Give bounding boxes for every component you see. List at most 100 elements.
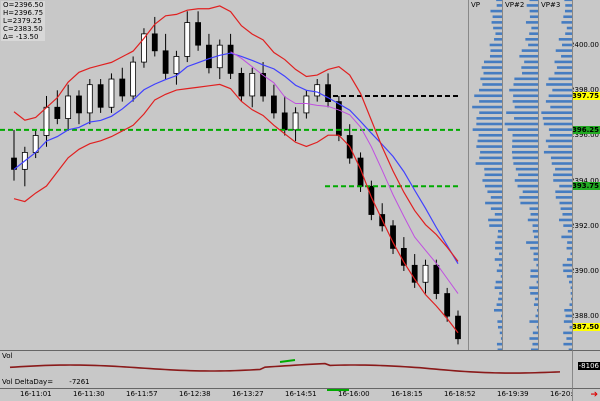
vp3-bar [548, 77, 572, 81]
vp3-header: VP#3 [541, 1, 561, 9]
candlestick-chart[interactable] [0, 0, 468, 350]
delta-highlight [279, 359, 296, 363]
vp-bar [485, 201, 502, 205]
candle-body [184, 22, 191, 57]
vp2-bar [514, 77, 538, 81]
volume-delta-indicator[interactable]: Vol Vol DeltaDay= -7261 [0, 350, 572, 389]
vp-bar [484, 167, 502, 171]
vp2-bar [521, 49, 538, 52]
vp2-bar [515, 167, 538, 171]
time-axis[interactable]: 16-11:01 16-11:30 16-11:57 16-12:38 16-13:27… [0, 388, 572, 401]
vp3-bar [543, 150, 572, 154]
candle-body [162, 50, 169, 74]
vp3-bar [561, 54, 572, 58]
vp2-bar [519, 54, 538, 58]
vp-bar [501, 314, 502, 318]
vp2-bar [520, 201, 538, 205]
vp2-bar [529, 15, 538, 19]
volume-profile-2-column[interactable]: VP#2 [502, 0, 539, 350]
vp2-bar [535, 314, 538, 318]
vp2-bar [536, 263, 538, 267]
vp-bar [479, 88, 502, 92]
vp-bar [494, 286, 502, 290]
vp2-bar [532, 342, 538, 346]
vp2-bar [530, 348, 538, 350]
vp3-bar [563, 224, 572, 227]
vp3-bar [556, 66, 572, 69]
vp2-bar [533, 258, 538, 261]
indicator-value: -7261 [69, 378, 90, 386]
time-tick-label: 16-11:01 [20, 390, 52, 398]
vp-bar [484, 173, 502, 177]
vp3-bar [566, 26, 572, 30]
ohlc-open: O=2396.50 [3, 1, 44, 9]
vp3-bar [552, 88, 572, 92]
candle-body [422, 264, 429, 283]
vp3-bar [564, 9, 572, 13]
vp3-bar [563, 269, 572, 273]
vp3-bar [541, 111, 572, 115]
vp3-bar [558, 38, 572, 41]
vp3-bar [564, 308, 572, 312]
volume-profile-3-column[interactable]: VP#3 [538, 0, 573, 350]
candle-body [271, 95, 277, 114]
candle-body [43, 106, 50, 136]
vp3-bar [555, 196, 572, 199]
ohlc-delta: Δ= -13.50 [3, 33, 39, 41]
vp3-bar [561, 235, 572, 239]
vp-bar [479, 156, 502, 160]
vp2-bar [514, 179, 538, 182]
price-tick-label: 2392.00 [572, 221, 599, 230]
vp-bar [481, 66, 502, 69]
candle-body [173, 56, 180, 74]
price-tick-label: 2400.00 [572, 41, 599, 50]
ma-purple-line [230, 51, 459, 294]
candle-body [227, 44, 234, 74]
vp-bar [494, 213, 502, 216]
vp3-bar [562, 43, 572, 47]
delta-line-chart [9, 359, 561, 374]
vp3-bar [568, 348, 572, 350]
volume-profile-column[interactable]: VP [468, 0, 503, 350]
vp2-bar [518, 173, 538, 177]
candle-body [325, 84, 331, 103]
vp3-bar [569, 280, 572, 284]
time-tick-label: 16-18:52 [444, 390, 476, 398]
vp-bar [487, 190, 502, 194]
vp3-bar [555, 167, 572, 171]
vp-bar [482, 179, 502, 182]
scroll-corner[interactable]: ➔ [572, 388, 600, 401]
vp2-bar [529, 9, 538, 13]
vp3-bar [559, 218, 572, 222]
vp-bar [479, 100, 502, 103]
vp-bar [492, 15, 502, 19]
vp2-bar [534, 235, 538, 239]
indicator-title: Vol [2, 352, 13, 360]
candle-body [151, 33, 158, 52]
vp3-bar [553, 179, 572, 182]
candle-body [444, 293, 451, 317]
vp3-bar [564, 0, 572, 2]
vp2-bar [530, 246, 538, 250]
vp3-bar [554, 60, 572, 64]
vp-bar [490, 207, 502, 210]
vp-bar [499, 292, 502, 295]
vp-bar [490, 49, 502, 52]
candle-body [108, 78, 115, 108]
vp3-bar [570, 252, 572, 256]
vp-bar [472, 105, 502, 109]
price-axis[interactable]: 2400.00 2398.00 2396.00 2394.00 2392.00 2390.… [572, 0, 600, 350]
vp3-bar [550, 105, 572, 109]
price-chart[interactable]: O=2396.50 H=2396.75 L=2379.25 C=2383.50 … [0, 0, 468, 350]
ohlc-high: H=2396.75 [3, 9, 44, 17]
vp3-bar [554, 71, 572, 75]
ohlc-close: C=2383.50 [3, 25, 43, 33]
vp3-bar [570, 292, 572, 295]
vp3-bar [545, 139, 572, 143]
vp2-bar [529, 0, 538, 2]
indicator-axis-value: -8106 [577, 362, 600, 370]
candle-body [130, 61, 137, 97]
scroll-right-arrow-icon[interactable]: ➔ [590, 390, 598, 400]
vp-bar [497, 325, 502, 329]
vp-bar [476, 122, 502, 126]
